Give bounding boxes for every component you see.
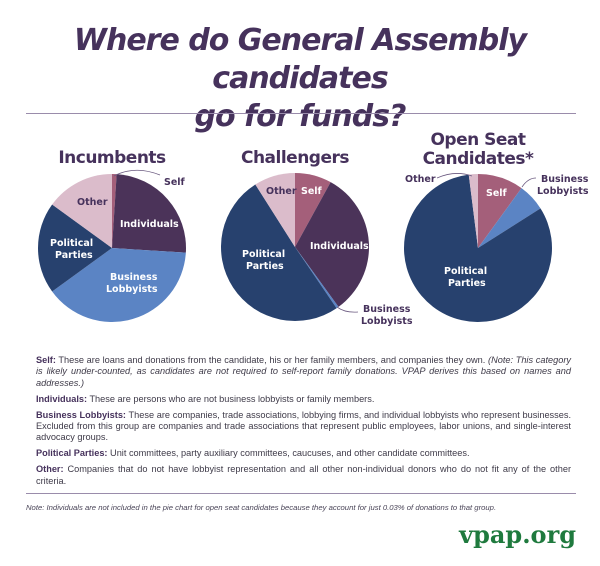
definition-individuals: Individuals: These are persons who are n… xyxy=(36,394,571,405)
leader-line-incumbents-self xyxy=(113,169,161,177)
label-incumbents-other: Other xyxy=(77,197,108,208)
pie-slice-business-lobbyists xyxy=(295,247,339,309)
definition-other-text: Companies that do not have lobbyist repr… xyxy=(36,464,571,486)
label-challengers-business-1: Business xyxy=(363,304,411,315)
definition-self-note: (Note: This category is likely under-cou… xyxy=(36,355,571,388)
pie-slice-other xyxy=(468,174,478,248)
pie-slice-business-lobbyists xyxy=(478,188,541,248)
definition-individuals-text: These are persons who are not business l… xyxy=(87,393,375,404)
pie-slice-self xyxy=(478,174,522,248)
pie-slice-self xyxy=(112,174,117,248)
term-self: Self: xyxy=(36,355,56,365)
definition-parties-text: Unit committees, party auxiliary committ… xyxy=(107,448,470,459)
pie-slice-political-parties xyxy=(38,204,112,292)
definitions: Self: These are loans and donations from… xyxy=(36,355,571,492)
definition-self: Self: These are loans and donations from… xyxy=(36,355,571,389)
term-political-parties: Political Parties: xyxy=(36,448,108,459)
label-open-parties-1: Political xyxy=(444,266,487,277)
pie-slice-other xyxy=(255,173,295,247)
pie-challengers xyxy=(221,173,369,321)
label-open-self: Self xyxy=(486,188,508,199)
pie-title-incumbents: Incumbents xyxy=(58,148,166,168)
label-challengers-parties-2: Parties xyxy=(246,261,284,272)
pie-slice-business-lobbyists xyxy=(52,248,186,322)
label-open-business-2: Lobbyists xyxy=(537,186,589,197)
pie-slice-individuals xyxy=(295,182,369,307)
definition-other: Other: Companies that do not have lobbyi… xyxy=(36,464,571,487)
pie-slice-other xyxy=(52,174,112,248)
pie-open-seat xyxy=(404,174,553,322)
pie-slice-self xyxy=(295,173,331,247)
definition-political-parties: Political Parties: Unit committees, part… xyxy=(36,448,571,459)
term-individuals: Individuals: xyxy=(36,393,88,404)
pie-title-open-seat-line2: Candidates* xyxy=(422,149,534,169)
top-divider xyxy=(26,113,576,114)
pie-slice-political-parties xyxy=(221,184,337,321)
label-incumbents-self: Self xyxy=(164,177,186,188)
definition-self-text: These are loans and donations from the c… xyxy=(55,355,489,365)
leader-line-open-other xyxy=(436,173,473,179)
pie-title-open-seat: Open Seat Candidates* xyxy=(398,131,558,169)
label-challengers-individuals: Individuals xyxy=(310,241,369,252)
title-line-1: Where do General Assembly candidates xyxy=(73,23,527,96)
leader-line-challengers-business xyxy=(336,306,359,313)
label-open-parties-2: Parties xyxy=(448,278,486,289)
label-challengers-other: Other xyxy=(266,186,297,197)
definition-business-lobbyists: Business Lobbyists: These are companies,… xyxy=(36,410,571,444)
term-other: Other: xyxy=(36,464,64,475)
label-incumbents-business-2: Lobbyists xyxy=(106,284,158,295)
pie-slice-individuals xyxy=(112,174,186,253)
pie-incumbents xyxy=(38,174,186,322)
pie-title-challengers: Challengers xyxy=(240,148,350,168)
footnote: Note: Individuals are not included in th… xyxy=(26,503,497,512)
label-incumbents-parties-2: Parties xyxy=(55,250,93,261)
label-incumbents-parties-1: Political xyxy=(50,238,93,249)
term-business-lobbyists: Business Lobbyists: xyxy=(36,409,126,420)
pie-charts: Self Other Individuals Political Parties… xyxy=(38,169,589,327)
label-challengers-parties-1: Political xyxy=(242,249,285,260)
pie-slice-political-parties xyxy=(404,174,553,322)
main-title: Where do General Assembly candidates go … xyxy=(0,22,600,136)
label-challengers-self: Self xyxy=(301,186,323,197)
leader-line-open-business xyxy=(521,177,537,188)
title-line-2: go for funds? xyxy=(194,99,407,134)
pie-title-open-seat-line1: Open Seat xyxy=(430,130,526,150)
bottom-divider xyxy=(26,493,576,494)
definition-business-text: These are companies, trade associations,… xyxy=(36,409,571,443)
label-incumbents-business-1: Business xyxy=(110,272,158,283)
label-incumbents-individuals: Individuals xyxy=(120,219,179,230)
label-open-other: Other xyxy=(405,174,436,185)
label-challengers-business-2: Lobbyists xyxy=(361,316,413,327)
vpap-logo: vpap.org xyxy=(459,520,576,549)
label-open-business-1: Business xyxy=(541,174,589,185)
